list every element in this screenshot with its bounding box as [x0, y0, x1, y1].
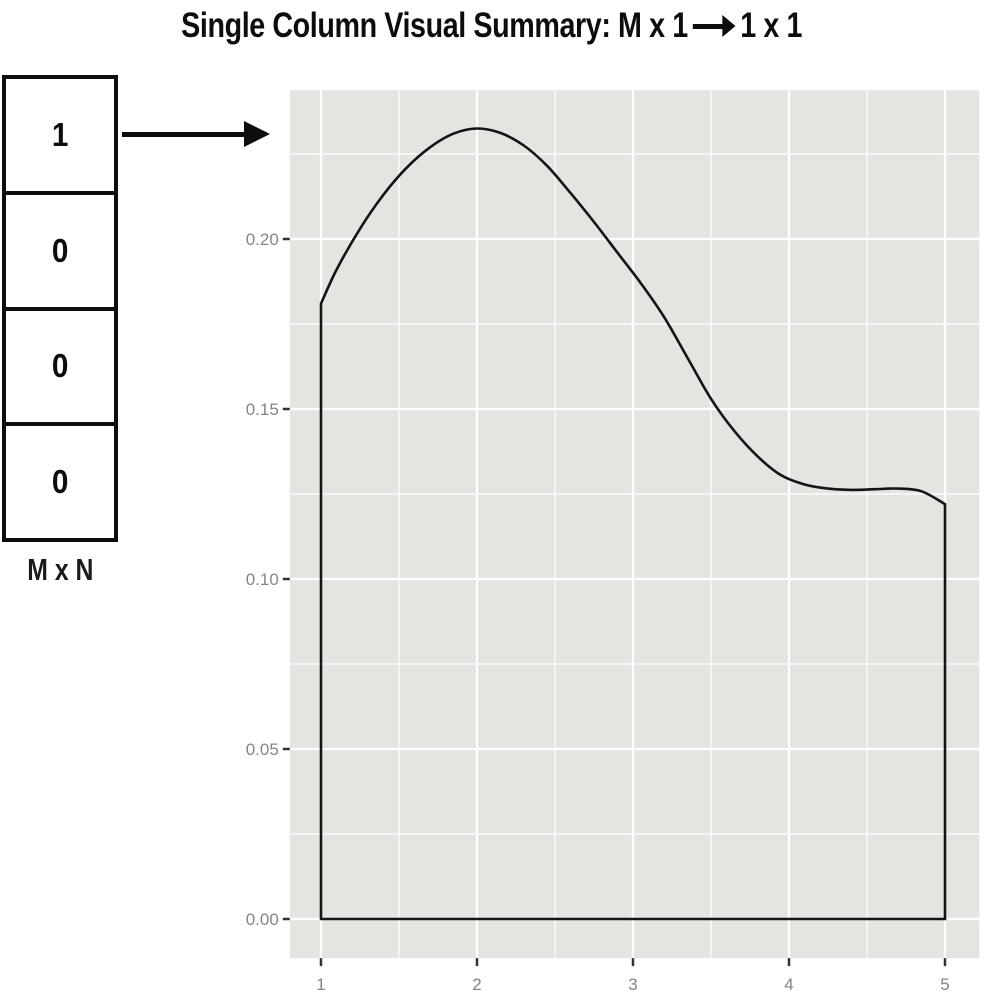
figure-title-prefix: Single Column Visual Summary: M x 1 [181, 6, 689, 45]
plot-panel [289, 90, 980, 959]
column-vector: 1 0 0 0 [2, 75, 118, 542]
figure-title-suffix: 1 x 1 [740, 6, 803, 45]
vector-cell: 1 [51, 115, 69, 153]
x-tick-label: 1 [316, 975, 325, 994]
y-tick-label: 0.15 [246, 400, 279, 419]
x-tick-label: 2 [472, 975, 481, 994]
density-plot: 0.00 0.05 0.10 0.15 0.20 1 2 3 4 5 [246, 90, 980, 994]
x-tick-label: 4 [784, 975, 793, 994]
vector-cell: 0 [6, 306, 114, 423]
vector-cell: 0 [6, 190, 114, 307]
x-tick-label: 3 [628, 975, 637, 994]
vector-cell: 0 [6, 422, 114, 538]
y-tick-label: 0.10 [246, 570, 279, 589]
y-tick-label: 0.05 [246, 740, 279, 759]
density-curve [319, 127, 947, 921]
y-tick-label: 0.00 [246, 910, 279, 929]
title-row: Single Column Visual Summary: M x 1 1 x … [0, 2, 984, 50]
long-right-arrow-icon [693, 13, 736, 39]
vector-to-plot-arrow-icon [122, 119, 272, 149]
figure-title: Single Column Visual Summary: M x 1 1 x … [182, 6, 803, 46]
vector-dimension-label: M x N [26, 552, 94, 587]
x-tick-label: 5 [940, 975, 949, 994]
y-tick-label: 0.20 [246, 230, 279, 249]
